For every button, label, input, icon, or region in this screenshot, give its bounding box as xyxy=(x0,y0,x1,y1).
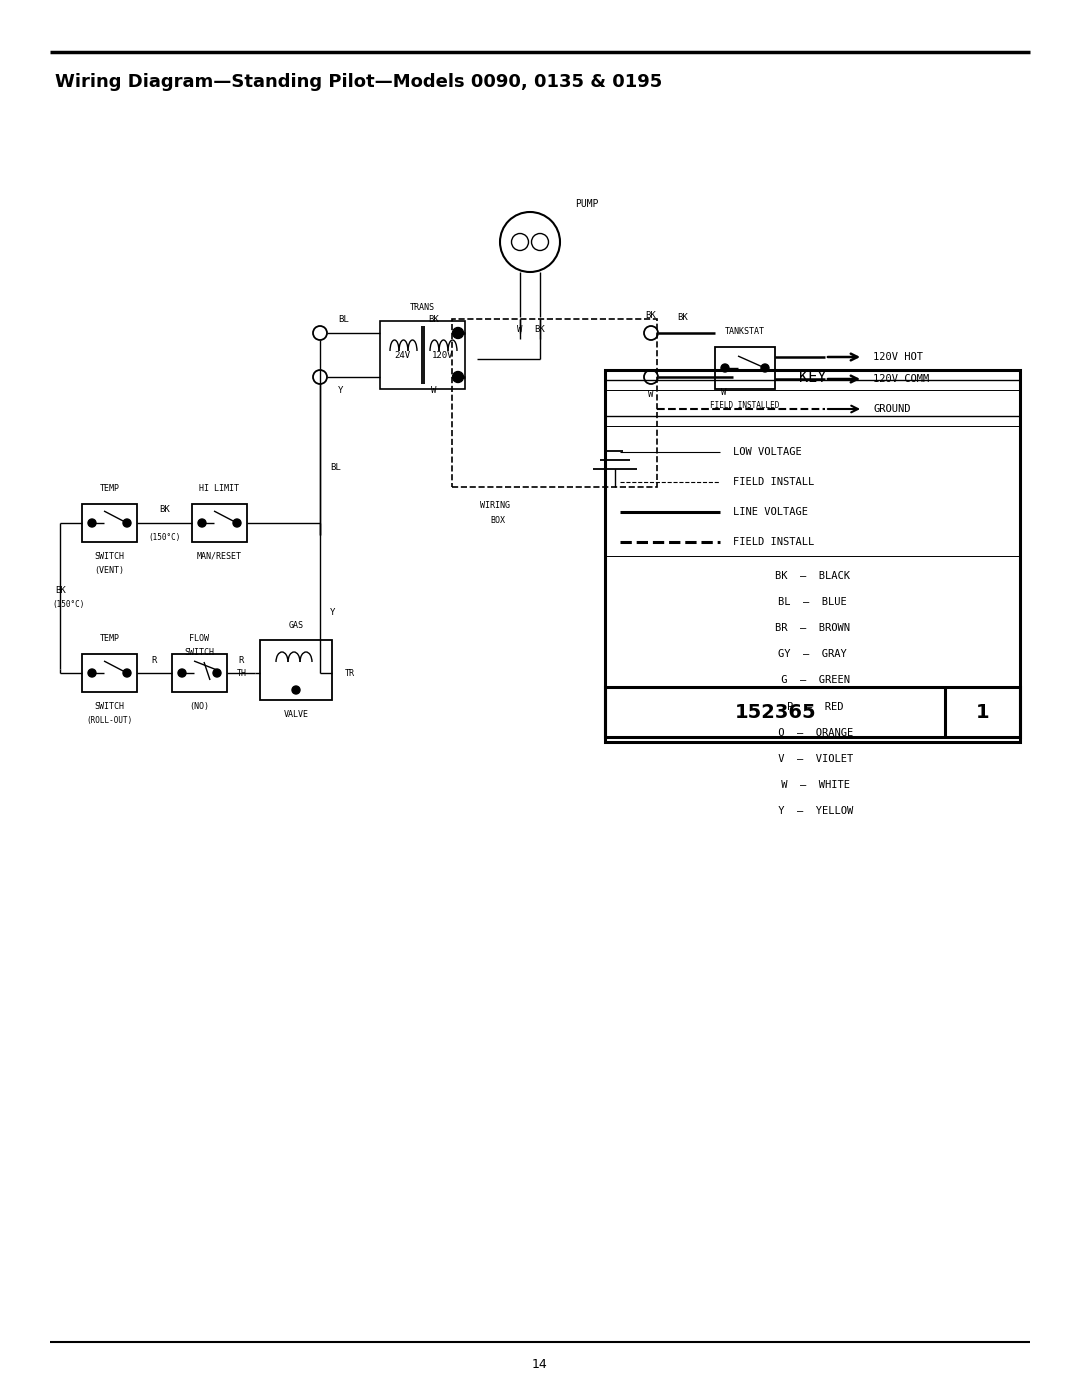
Text: 14: 14 xyxy=(532,1358,548,1372)
Bar xyxy=(380,321,465,388)
Text: (NO): (NO) xyxy=(189,701,210,711)
Text: Y  –  YELLOW: Y – YELLOW xyxy=(772,806,853,816)
Text: R  –  RED: R – RED xyxy=(781,701,843,711)
Text: (150°C): (150°C) xyxy=(52,601,84,609)
Text: PUMP: PUMP xyxy=(575,198,598,210)
Text: GAS: GAS xyxy=(288,620,303,630)
Text: MAN/RESET: MAN/RESET xyxy=(197,552,242,560)
Text: HI LIMIT: HI LIMIT xyxy=(200,483,240,493)
Circle shape xyxy=(123,520,131,527)
Bar xyxy=(605,687,1020,738)
Text: SWITCH: SWITCH xyxy=(95,701,124,711)
Text: LOW VOLTAGE: LOW VOLTAGE xyxy=(733,447,801,457)
Text: BK: BK xyxy=(646,312,657,320)
Text: BR  –  BROWN: BR – BROWN xyxy=(775,623,850,633)
Bar xyxy=(82,654,137,692)
Text: (150°C): (150°C) xyxy=(148,532,180,542)
Text: KEY: KEY xyxy=(799,369,826,384)
Circle shape xyxy=(123,669,131,678)
Text: SWITCH: SWITCH xyxy=(185,647,215,657)
Text: BK: BK xyxy=(159,506,170,514)
Text: W: W xyxy=(431,386,436,394)
Text: R: R xyxy=(152,655,158,665)
Text: BL: BL xyxy=(330,462,341,472)
Text: Y: Y xyxy=(330,608,336,616)
Text: 120V HOT: 120V HOT xyxy=(873,352,923,362)
Bar xyxy=(715,346,775,388)
Bar xyxy=(82,504,137,542)
Text: BL  –  BLUE: BL – BLUE xyxy=(778,597,847,606)
Text: VALVE: VALVE xyxy=(283,710,309,718)
Text: W: W xyxy=(517,324,523,334)
Text: BK: BK xyxy=(535,324,545,334)
Text: (ROLL-OUT): (ROLL-OUT) xyxy=(86,715,133,725)
Circle shape xyxy=(292,686,300,694)
Circle shape xyxy=(761,365,769,372)
Text: FIELD INSTALLED: FIELD INSTALLED xyxy=(711,401,780,409)
Bar xyxy=(453,319,657,488)
Bar xyxy=(172,654,227,692)
Text: 152365: 152365 xyxy=(734,703,816,721)
Circle shape xyxy=(453,372,463,383)
Bar xyxy=(192,504,247,542)
Circle shape xyxy=(198,520,206,527)
Text: TR: TR xyxy=(345,669,355,678)
Text: Wiring Diagram—Standing Pilot—Models 0090, 0135 & 0195: Wiring Diagram—Standing Pilot—Models 009… xyxy=(55,73,662,91)
Text: BK: BK xyxy=(55,585,66,595)
Text: V  –  VIOLET: V – VIOLET xyxy=(772,754,853,764)
Text: 24V: 24V xyxy=(394,351,410,359)
Text: 1: 1 xyxy=(976,703,989,721)
Text: O  –  ORANGE: O – ORANGE xyxy=(772,728,853,738)
Text: GROUND: GROUND xyxy=(873,404,910,414)
Text: TH: TH xyxy=(237,669,247,678)
Text: W: W xyxy=(648,390,653,398)
Text: FIELD INSTALL: FIELD INSTALL xyxy=(733,536,814,548)
Text: TRANS: TRANS xyxy=(410,303,435,312)
Bar xyxy=(605,370,1020,742)
Text: TEMP: TEMP xyxy=(99,633,120,643)
Text: G  –  GREEN: G – GREEN xyxy=(775,676,850,686)
Text: FLOW: FLOW xyxy=(189,633,210,643)
Circle shape xyxy=(178,669,186,678)
Text: 120V: 120V xyxy=(432,351,454,359)
Text: SWITCH: SWITCH xyxy=(95,552,124,560)
Circle shape xyxy=(213,669,221,678)
Circle shape xyxy=(233,520,241,527)
Text: 120V COMM: 120V COMM xyxy=(873,374,929,384)
Circle shape xyxy=(453,327,463,338)
Text: FIELD INSTALL: FIELD INSTALL xyxy=(733,476,814,488)
Bar xyxy=(260,640,332,700)
Text: TEMP: TEMP xyxy=(99,483,120,493)
Text: BK: BK xyxy=(429,316,440,324)
Text: GY  –  GRAY: GY – GRAY xyxy=(778,650,847,659)
Circle shape xyxy=(87,669,96,678)
Text: BOX: BOX xyxy=(490,515,505,524)
Text: WIRING: WIRING xyxy=(480,500,510,510)
Text: W: W xyxy=(721,387,727,397)
Text: (VENT): (VENT) xyxy=(95,566,124,574)
Text: BK: BK xyxy=(677,313,688,323)
Text: R: R xyxy=(239,655,244,665)
Text: Y: Y xyxy=(338,386,343,394)
Circle shape xyxy=(87,520,96,527)
Circle shape xyxy=(721,365,729,372)
Text: BL: BL xyxy=(338,316,349,324)
Text: LINE VOLTAGE: LINE VOLTAGE xyxy=(733,507,808,517)
Text: TANKSTAT: TANKSTAT xyxy=(725,327,765,335)
Text: W  –  WHITE: W – WHITE xyxy=(775,781,850,791)
Text: BK  –  BLACK: BK – BLACK xyxy=(775,570,850,581)
